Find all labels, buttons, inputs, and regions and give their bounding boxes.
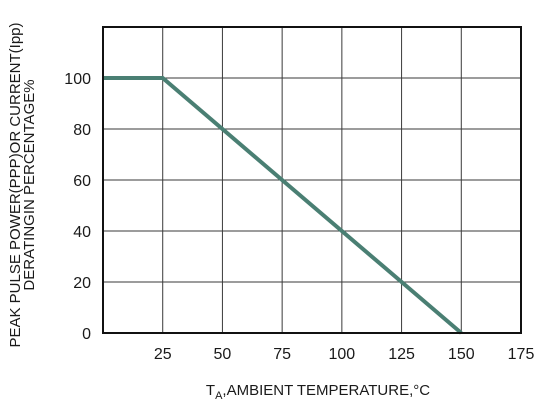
x-tick-label: 100: [329, 346, 356, 363]
y-axis-title: PEAK PULSE POWER(PPP)OR CURRENT(Ipp) DER…: [7, 22, 38, 347]
y-tick-label: 60: [73, 173, 91, 190]
y-tick-label: 0: [82, 326, 91, 343]
y-tick-labels: 0 20 40 60 80 100: [64, 71, 91, 343]
x-tick-label: 75: [273, 346, 291, 363]
y-tick-label: 20: [73, 275, 91, 292]
x-tick-labels: 25 50 75 100 125 150 175: [154, 346, 535, 363]
y-axis-title-line-2: DERATINGIN PERCENTAGE%: [21, 79, 38, 290]
x-axis-title-subscript: A: [215, 390, 223, 402]
plot-frame: [102, 26, 522, 334]
series-layer: [103, 76, 463, 335]
y-tick-label: 80: [73, 122, 91, 139]
x-tick-label: 150: [448, 346, 475, 363]
y-axis-title-line-1: PEAK PULSE POWER(PPP)OR CURRENT(Ipp): [7, 22, 24, 347]
x-axis-title-prefix: T: [206, 382, 215, 399]
x-axis-title: TA,AMBIENT TEMPERATURE,°C: [206, 382, 430, 402]
x-tick-label: 175: [508, 346, 535, 363]
grid: [103, 27, 521, 333]
y-tick-label: 100: [64, 71, 91, 88]
x-tick-label: 125: [388, 346, 415, 363]
x-axis-title-rest: ,AMBIENT TEMPERATURE,°C: [222, 382, 430, 399]
x-tick-label: 25: [154, 346, 172, 363]
y-tick-label: 40: [73, 224, 91, 241]
derating-curve: [103, 76, 463, 335]
x-tick-label: 50: [214, 346, 232, 363]
